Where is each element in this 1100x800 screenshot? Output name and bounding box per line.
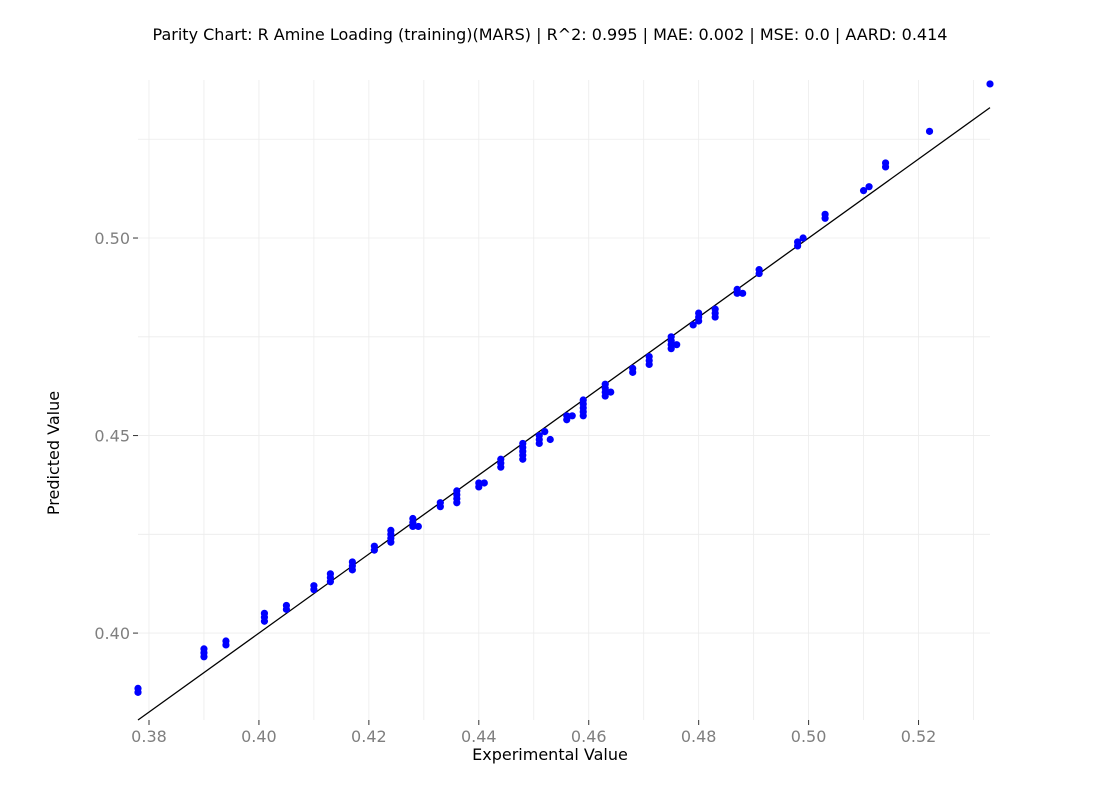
data-point <box>739 289 747 297</box>
data-point <box>629 364 637 372</box>
data-point <box>794 238 802 246</box>
data-point <box>497 455 505 463</box>
x-tick-label: 0.52 <box>901 727 937 746</box>
y-axis-ticks: 0.40 0.45 0.50 <box>94 229 138 643</box>
data-point <box>986 80 994 88</box>
data-point <box>799 234 807 242</box>
data-point <box>326 570 334 578</box>
x-tick-label: 0.42 <box>351 727 387 746</box>
data-point <box>519 439 527 448</box>
data-point <box>821 210 829 218</box>
data-point <box>568 412 576 420</box>
data-point <box>387 526 395 534</box>
data-point <box>865 183 873 191</box>
chart-title: Parity Chart: R Amine Loading (training)… <box>153 25 948 44</box>
data-point <box>480 479 488 487</box>
x-tick-label: 0.40 <box>241 727 277 746</box>
y-tick-label: 0.40 <box>94 624 130 643</box>
data-point <box>859 187 868 195</box>
data-point <box>733 285 741 293</box>
data-point <box>881 159 890 167</box>
x-axis-label: Experimental Value <box>472 745 628 764</box>
x-tick-label: 0.50 <box>791 727 827 746</box>
data-point <box>348 558 356 566</box>
data-point <box>695 309 703 317</box>
data-point <box>222 637 230 645</box>
data-point <box>282 601 291 610</box>
data-point <box>414 522 422 531</box>
y-tick-label: 0.45 <box>94 427 130 446</box>
data-point <box>579 396 587 404</box>
data-point <box>711 305 719 313</box>
data-point <box>546 435 554 444</box>
data-point <box>370 542 378 550</box>
data-point <box>689 321 697 329</box>
data-point <box>755 266 763 274</box>
data-point <box>436 499 444 507</box>
data-points <box>134 80 994 696</box>
x-tick-label: 0.38 <box>131 727 167 746</box>
data-point <box>673 341 681 349</box>
data-point <box>607 388 615 396</box>
data-point <box>541 428 549 436</box>
x-axis-ticks: 0.38 0.40 0.42 0.44 0.46 0.48 0.50 0.52 <box>131 720 936 746</box>
data-point <box>535 431 543 440</box>
data-point <box>260 609 269 617</box>
x-tick-label: 0.44 <box>461 727 497 746</box>
data-point <box>453 487 461 495</box>
data-point <box>667 333 675 341</box>
grid-lines <box>138 80 990 720</box>
data-point <box>645 352 653 361</box>
x-tick-label: 0.46 <box>571 727 607 746</box>
data-point <box>310 582 318 590</box>
y-tick-label: 0.50 <box>94 229 130 248</box>
data-point <box>475 479 483 487</box>
data-point <box>925 127 934 135</box>
data-point <box>200 645 208 653</box>
y-axis-label: Predicted Value <box>44 391 63 515</box>
x-tick-label: 0.48 <box>681 727 717 746</box>
data-point <box>409 514 417 523</box>
data-point <box>563 412 571 420</box>
data-point <box>134 684 142 692</box>
data-point <box>601 380 609 388</box>
